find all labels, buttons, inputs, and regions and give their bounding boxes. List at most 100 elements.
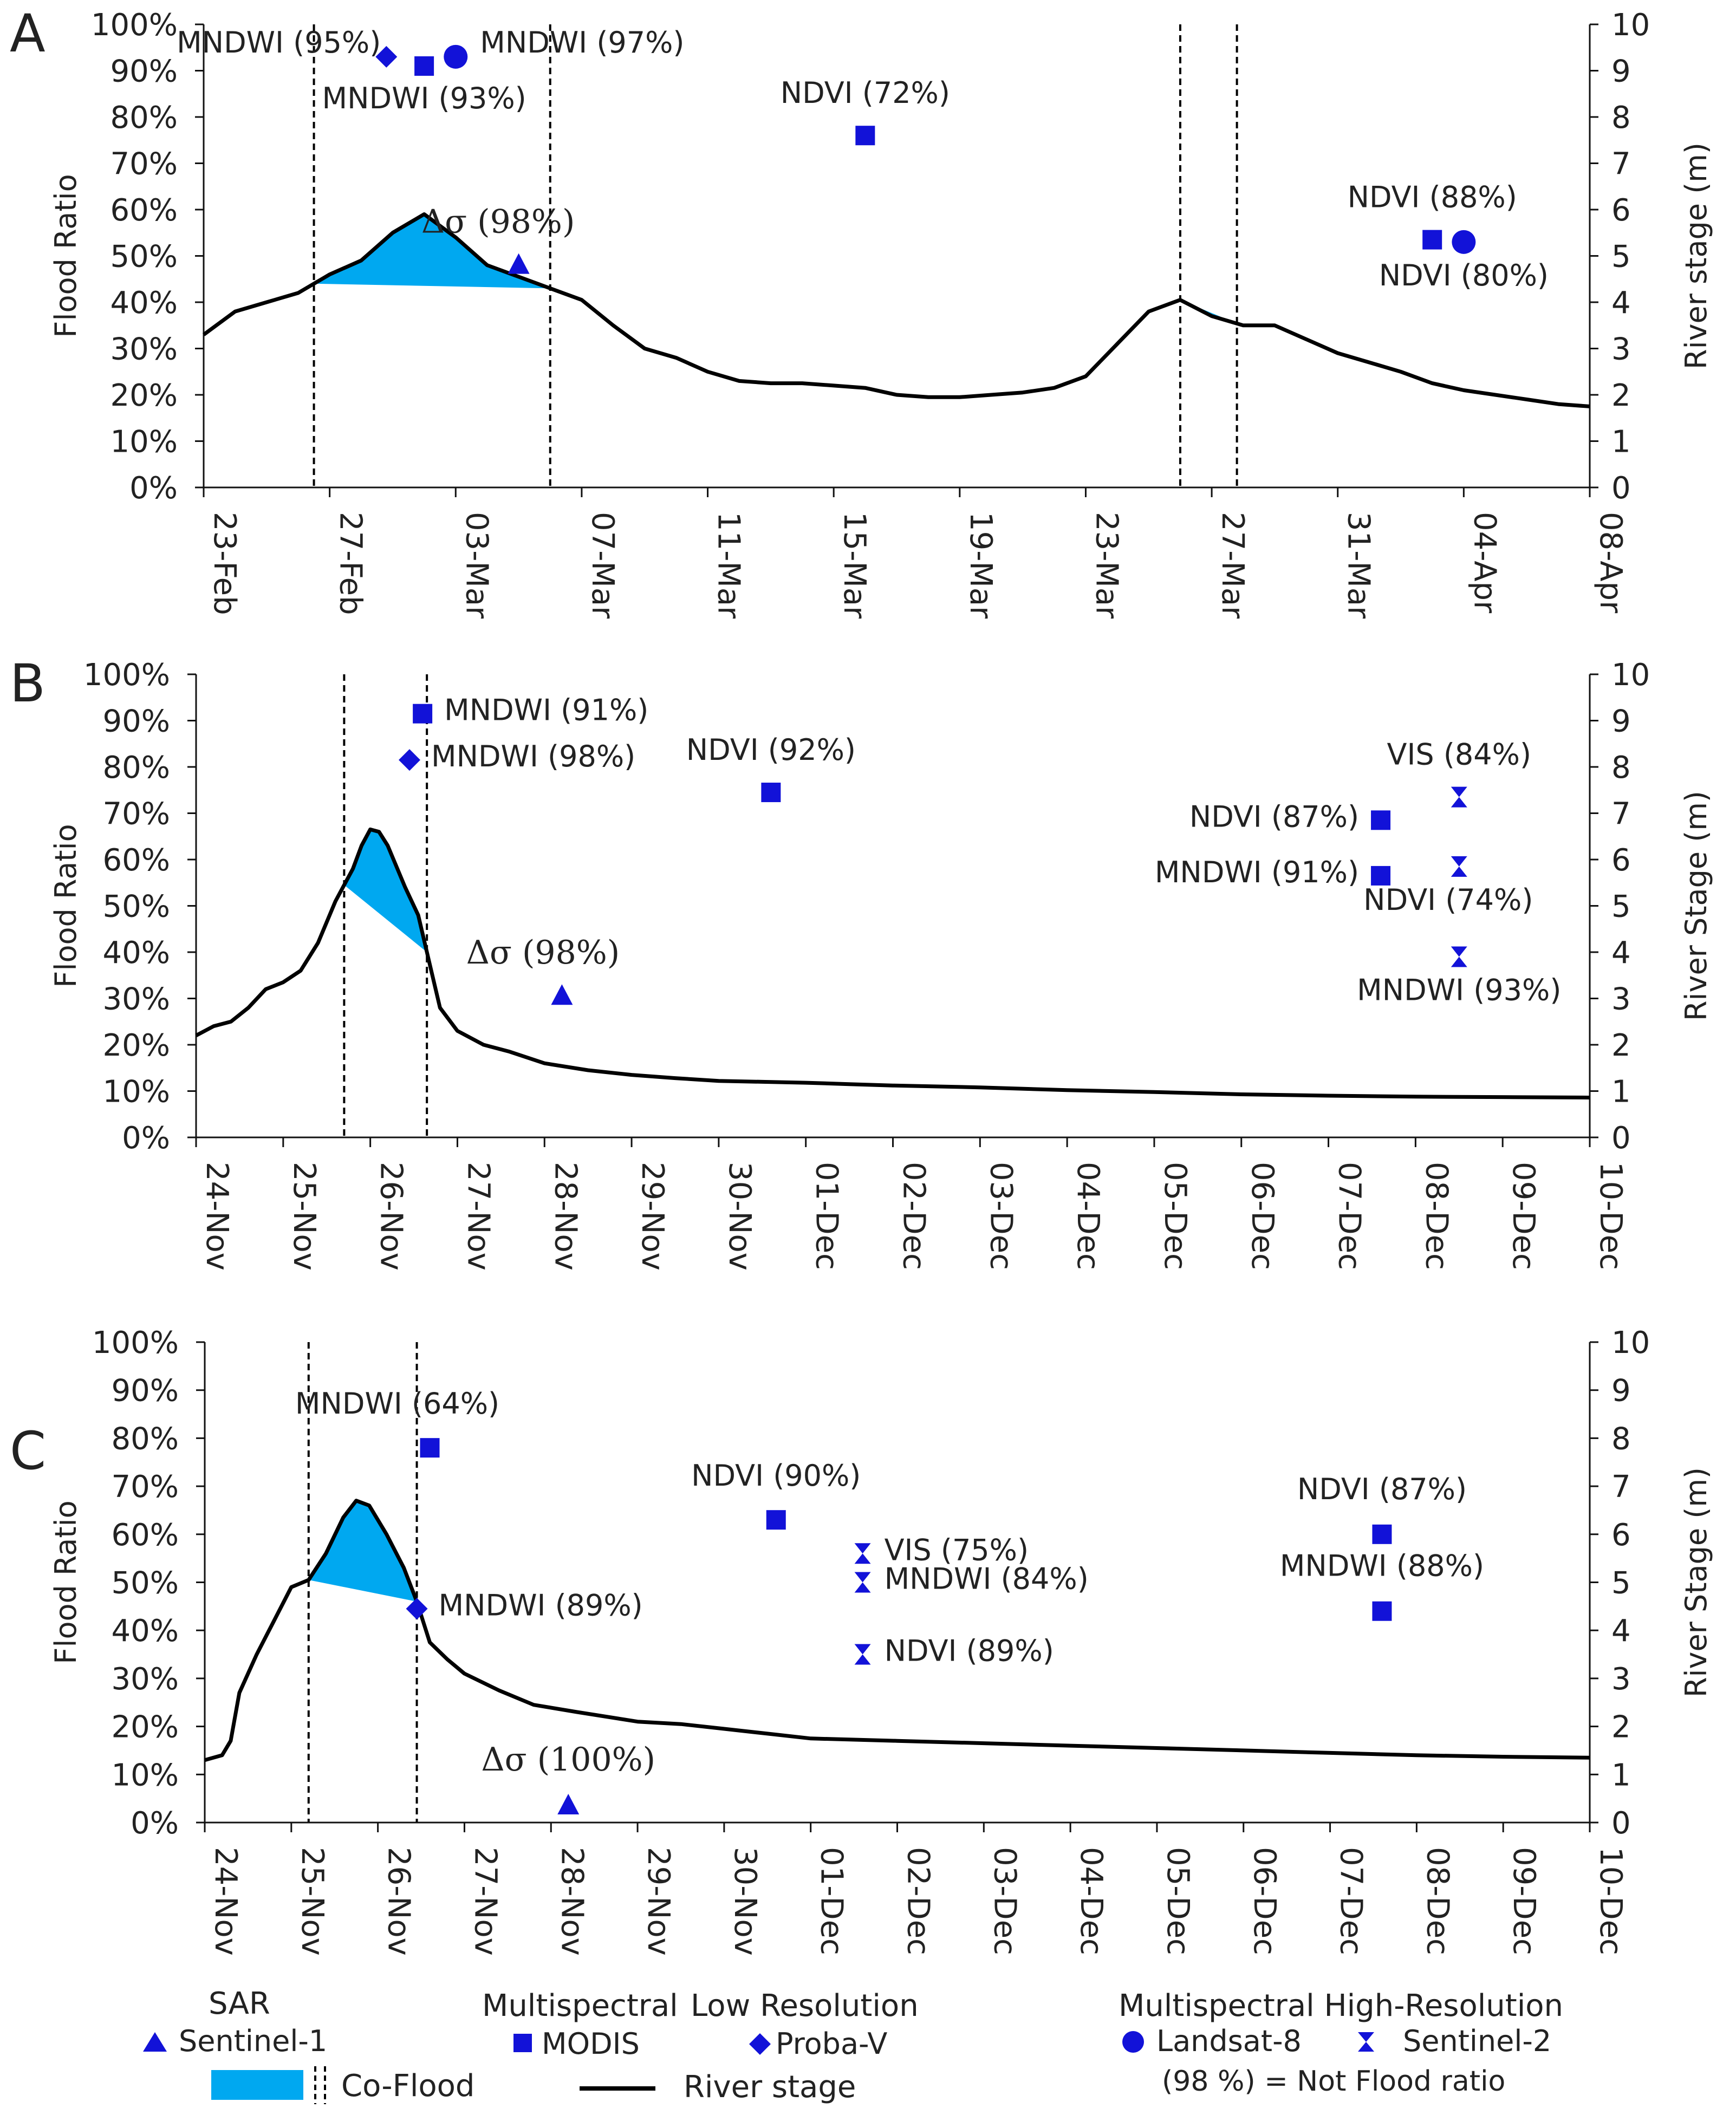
point-A-4-modis-square <box>855 126 875 146</box>
y2-tick-label-A-6: 6 <box>1611 193 1631 228</box>
point-C-6-sentinel2-hourglass <box>854 1644 871 1665</box>
x-tick-label-B-10: 04-Dec <box>1070 1162 1106 1270</box>
legend-note: (98 %) = Not Flood ratio <box>1162 2065 1505 2098</box>
y2-tick-label-B-8: 8 <box>1611 750 1631 785</box>
coflood-area-C-0 <box>308 1500 417 1602</box>
point-C-6-label: NDVI (89%) <box>885 1634 1054 1668</box>
river-stage-line-C <box>204 1499 1590 1762</box>
point-B-3-label: NDVI (92%) <box>686 733 856 767</box>
y2-tick-label-A-10: 10 <box>1611 8 1650 43</box>
point-C-2-sentinel1-triangle <box>557 1793 580 1814</box>
y2-tick-label-A-3: 3 <box>1611 332 1631 367</box>
point-C-7-modis-square <box>1372 1524 1392 1544</box>
coflood-area-B-0 <box>344 829 427 952</box>
x-tick-label-A-11: 08-Apr <box>1593 512 1628 614</box>
panel-A: A 0% 10% 20% 30% 40% 50% 60% 70% 80% 90% 100% 0 1 2 3 4 5… <box>10 3 1713 619</box>
y2-tick-label-A-4: 4 <box>1611 285 1631 321</box>
y-tick-label-A-6: 60% <box>110 193 178 228</box>
y-tick-label-B-0: 0% <box>122 1121 170 1156</box>
y2-tick-label-C-9: 9 <box>1611 1374 1631 1409</box>
coflood-area-A-0 <box>314 214 550 289</box>
x-tick-label-B-11: 05-Dec <box>1158 1162 1193 1270</box>
x-tick-label-B-6: 30-Nov <box>722 1162 757 1271</box>
x-tick-label-C-14: 08-Dec <box>1420 1847 1455 1955</box>
x-tick-label-B-16: 10-Dec <box>1593 1162 1628 1270</box>
point-A-5-modis-square <box>1422 230 1442 250</box>
x-tick-label-C-10: 04-Dec <box>1074 1847 1109 1955</box>
legend-sentinel2-label: Sentinel-2 <box>1403 2024 1551 2058</box>
y-tick-label-B-3: 30% <box>103 982 170 1017</box>
y-tick-label-B-7: 70% <box>103 797 170 832</box>
x-tick-label-B-5: 29-Nov <box>635 1162 670 1271</box>
legend-sentinel1-label: Sentinel-1 <box>179 2024 327 2058</box>
point-A-2-landsat8-circle <box>444 44 468 69</box>
y2-tick-label-A-8: 8 <box>1611 100 1631 135</box>
y-tick-label-A-5: 50% <box>110 239 178 275</box>
legend-river-stage-label: River stage <box>684 2070 856 2105</box>
y-tick-label-C-0: 0% <box>131 1806 179 1841</box>
x-tick-label-C-0: 24-Nov <box>208 1847 243 1956</box>
x-tick-label-B-12: 06-Dec <box>1245 1162 1280 1270</box>
x-tick-label-B-7: 01-Dec <box>809 1162 844 1270</box>
x-tick-label-C-15: 09-Dec <box>1506 1847 1542 1955</box>
point-B-7-sentinel2-hourglass <box>1451 856 1467 877</box>
y-tick-label-A-10: 100% <box>91 8 178 43</box>
y-tick-label-A-9: 90% <box>110 54 178 89</box>
legend-sentinel1-triangle <box>143 2032 167 2052</box>
y2-tick-label-C-1: 1 <box>1611 1758 1631 1793</box>
x-tick-label-C-5: 29-Nov <box>641 1847 676 1956</box>
legend-probav-diamond <box>749 2033 771 2055</box>
point-C-8-label: MNDWI (88%) <box>1280 1549 1484 1583</box>
y2-tick-label-B-6: 6 <box>1611 843 1631 878</box>
x-tick-label-A-8: 27-Mar <box>1215 512 1250 619</box>
y2-axis-title-B: River Stage (m) <box>1679 791 1713 1021</box>
panel-C: C 0% 10% 20% 30% 40% 50% 60% 70% 80% 90% 100% 0 1 2 3 4 5… <box>10 1325 1713 1956</box>
y-tick-label-A-4: 40% <box>110 285 178 321</box>
legend-modis-square <box>513 2034 532 2052</box>
point-B-7-label: NDVI (74%) <box>1363 883 1533 917</box>
point-C-4-sentinel2-hourglass <box>854 1543 871 1564</box>
y-tick-label-A-0: 0% <box>129 471 178 506</box>
panel-label-C: C <box>10 1421 46 1481</box>
y-tick-label-A-3: 30% <box>110 332 178 367</box>
y-tick-label-C-5: 50% <box>112 1566 179 1601</box>
x-tick-label-C-16: 10-Dec <box>1593 1847 1628 1955</box>
point-B-1-label: MNDWI (98%) <box>431 739 635 773</box>
y2-tick-label-B-7: 7 <box>1611 797 1631 832</box>
point-B-5-modis-square <box>1371 865 1391 886</box>
x-tick-label-A-2: 03-Mar <box>459 512 494 619</box>
x-tick-label-C-12: 06-Dec <box>1247 1847 1282 1955</box>
y-tick-label-B-1: 10% <box>103 1075 170 1110</box>
x-tick-label-B-8: 02-Dec <box>896 1162 932 1270</box>
point-A-4-label: NDVI (72%) <box>781 76 950 110</box>
legend-probav-label: Proba-V <box>776 2027 887 2061</box>
legend: SAR Sentinel-1 Multispectral Low Resolut… <box>143 1986 1563 2105</box>
y2-tick-label-A-9: 9 <box>1611 54 1631 89</box>
y2-tick-label-B-3: 3 <box>1611 982 1631 1017</box>
y2-tick-label-A-5: 5 <box>1611 239 1631 275</box>
x-tick-label-C-7: 01-Dec <box>814 1847 849 1955</box>
point-A-1-modis-square <box>414 56 434 76</box>
point-B-8-sentinel2-hourglass <box>1451 946 1467 967</box>
river-stage-line-B <box>195 827 1590 1099</box>
legend-low-resolution-title: Low Resolution <box>691 1988 919 2023</box>
y2-tick-label-C-5: 5 <box>1611 1566 1631 1601</box>
y2-tick-label-B-0: 0 <box>1611 1121 1631 1156</box>
legend-landsat8-label: Landsat-8 <box>1156 2024 1302 2058</box>
y2-tick-label-B-5: 5 <box>1611 889 1631 925</box>
y-axis-title-C: Flood Ratio <box>49 1500 83 1664</box>
legend-multispectral-title: Multispectral <box>482 1988 678 2023</box>
point-B-2-label: Δσ (98%) <box>466 934 620 972</box>
y2-tick-label-C-4: 4 <box>1611 1613 1631 1649</box>
panel-label-A: A <box>10 3 45 64</box>
y2-tick-label-A-2: 2 <box>1611 378 1631 413</box>
point-A-6-landsat8-circle <box>1452 230 1476 254</box>
y2-tick-label-C-8: 8 <box>1611 1421 1631 1456</box>
x-tick-label-B-9: 03-Dec <box>983 1162 1018 1270</box>
y-tick-label-A-2: 20% <box>110 378 178 413</box>
x-tick-label-B-1: 25-Nov <box>287 1162 322 1271</box>
x-tick-label-A-10: 04-Apr <box>1467 512 1502 614</box>
point-B-5-label: MNDWI (91%) <box>1155 855 1359 889</box>
x-tick-label-C-11: 05-Dec <box>1160 1847 1195 1955</box>
x-tick-label-B-3: 27-Nov <box>460 1162 496 1271</box>
